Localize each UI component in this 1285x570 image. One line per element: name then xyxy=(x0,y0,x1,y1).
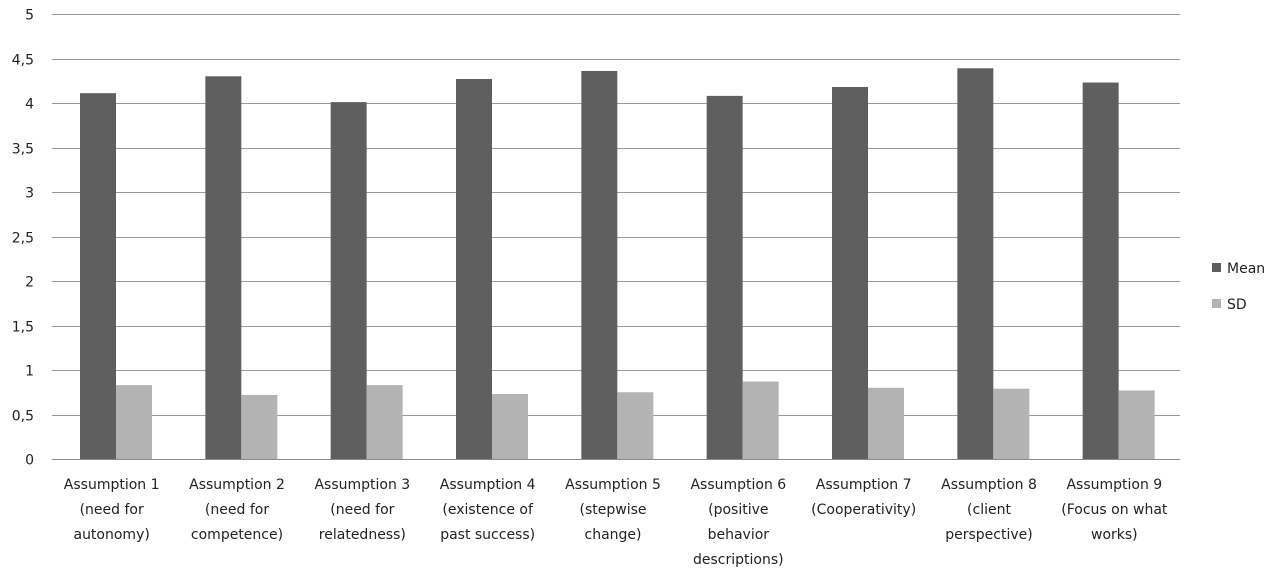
bar-mean-8 xyxy=(957,68,994,459)
y-tick-label: 5 xyxy=(25,8,34,24)
y-axis-ticks: 0 0,5 1 1,5 2 2,5 3 3,5 4 4,5 5 xyxy=(12,8,34,469)
y-tick-label: 2 xyxy=(25,275,34,291)
x-tick-label: (need for xyxy=(330,502,394,518)
bar-mean-4 xyxy=(456,78,492,459)
legend-swatch-sd xyxy=(1212,299,1221,308)
bars xyxy=(80,68,1155,460)
x-tick-label: works) xyxy=(1091,527,1138,543)
x-tick-label: Assumption 4 xyxy=(440,477,536,493)
bar-sd-4 xyxy=(492,394,528,459)
bar-mean-5 xyxy=(581,70,618,460)
bar-mean-3 xyxy=(330,102,367,460)
x-tick-label: Assumption 5 xyxy=(565,477,661,493)
x-tick-label: relatedness) xyxy=(319,527,406,543)
legend-label-sd: SD xyxy=(1227,297,1247,313)
y-tick-label: 3 xyxy=(25,186,34,202)
x-tick-label: (need for xyxy=(205,502,269,518)
y-tick-label: 4,5 xyxy=(12,53,34,69)
x-tick-label: change) xyxy=(585,527,642,543)
x-tick-label: Assumption 2 xyxy=(189,477,285,493)
bar-mean-7 xyxy=(832,86,868,459)
bar-sd-6 xyxy=(742,381,779,459)
x-tick-label: (need for xyxy=(80,502,144,518)
x-tick-label: (client xyxy=(967,502,1011,518)
x-tick-label: autonomy) xyxy=(73,527,149,543)
x-axis-labels: Assumption 1 (need for autonomy) Assumption… xyxy=(64,477,1168,568)
legend-label-mean: Mean xyxy=(1227,261,1265,277)
x-tick-label: (existence of xyxy=(442,502,534,518)
y-tick-label: 0,5 xyxy=(12,409,34,425)
x-tick-label: perspective) xyxy=(945,527,1033,543)
x-tick-label: competence) xyxy=(191,527,283,543)
y-tick-label: 4 xyxy=(25,97,34,113)
bar-sd-8 xyxy=(993,388,1030,459)
y-tick-label: 3,5 xyxy=(12,142,34,158)
x-tick-label: Assumption 6 xyxy=(690,477,786,493)
bar-sd-7 xyxy=(868,387,904,459)
y-tick-label: 1 xyxy=(25,364,34,380)
bar-sd-9 xyxy=(1118,390,1155,459)
x-tick-label: (Focus on what xyxy=(1061,502,1168,518)
x-tick-label: Assumption 7 xyxy=(816,477,912,493)
x-tick-label: past success) xyxy=(440,527,535,543)
legend-swatch-mean xyxy=(1212,263,1221,272)
bar-sd-5 xyxy=(617,392,654,459)
legend: Mean SD xyxy=(1212,261,1265,313)
x-tick-label: (Cooperativity) xyxy=(811,502,916,518)
bar-mean-2 xyxy=(205,76,242,460)
x-tick-label: (positive xyxy=(708,502,768,518)
x-tick-label: Assumption 9 xyxy=(1066,477,1162,493)
bar-mean-1 xyxy=(80,93,116,460)
bar-sd-2 xyxy=(241,394,278,459)
x-tick-label: Assumption 8 xyxy=(941,477,1037,493)
bar-sd-3 xyxy=(366,385,403,459)
x-tick-label: (stepwise xyxy=(580,502,647,518)
y-tick-label: 2,5 xyxy=(12,231,34,247)
x-tick-label: descriptions) xyxy=(693,552,784,568)
x-tick-label: behavior xyxy=(708,527,770,543)
bar-sd-1 xyxy=(116,385,152,459)
x-tick-label: Assumption 3 xyxy=(314,477,410,493)
y-tick-label: 0 xyxy=(25,453,34,469)
bar-mean-9 xyxy=(1082,82,1119,459)
y-tick-label: 1,5 xyxy=(12,320,34,336)
bar-mean-6 xyxy=(706,95,743,459)
x-tick-label: Assumption 1 xyxy=(64,477,160,493)
